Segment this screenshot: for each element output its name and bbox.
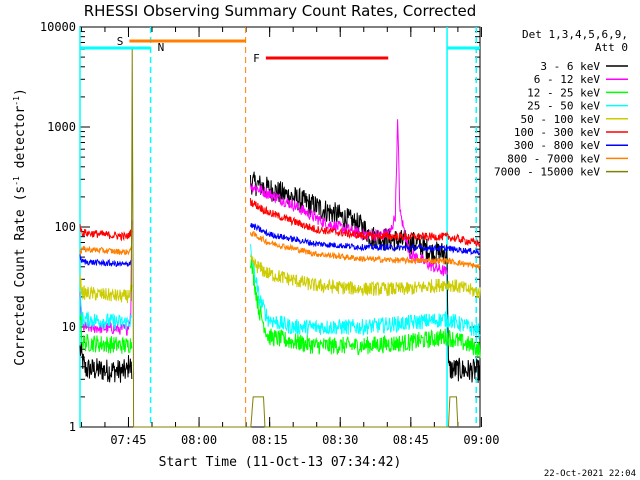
saa-label: S (117, 35, 124, 48)
legend-label: 6 - 12 keV (534, 73, 601, 86)
y-axis-label: Corrected Count Rate (s-1 detector-1) (12, 88, 28, 366)
series-line (130, 49, 459, 428)
chart-title: RHESSI Observing Summary Count Rates, Co… (84, 2, 477, 20)
series-line (79, 258, 481, 358)
y-tick-label: 10 (62, 320, 76, 334)
footer-date: 22-Oct-2021 22:04 (544, 469, 636, 479)
state-markers: S N F (79, 27, 480, 427)
legend-label: 800 - 7000 keV (507, 152, 600, 165)
x-tick-label: 09:00 (463, 433, 499, 447)
legend-label: 12 - 25 keV (527, 86, 600, 99)
series-line (79, 223, 481, 268)
y-tick-label: 100 (54, 220, 76, 234)
x-axis-label: Start Time (11-Oct-13 07:34:42) (159, 455, 402, 470)
x-tick-label: 08:00 (181, 433, 217, 447)
legend-header-line2: Att 0 (595, 41, 628, 54)
y-tick-label: 1 (69, 420, 76, 434)
flare-label: F (253, 52, 260, 65)
series-line (79, 171, 481, 383)
series-line (79, 244, 481, 340)
legend-label: 50 - 100 keV (521, 113, 601, 126)
series-line (79, 253, 481, 304)
series-line (79, 197, 481, 248)
y-tick-label: 10000 (40, 20, 76, 34)
legend-label: 300 - 800 keV (514, 139, 600, 152)
legend-label: 3 - 6 keV (540, 60, 600, 73)
x-tick-label: 08:15 (252, 433, 288, 447)
legend-header-line1: Det 1,3,4,5,6,9, (522, 28, 628, 41)
x-tick-label: 08:45 (393, 433, 429, 447)
series-line (79, 119, 448, 336)
x-tick-label: 07:45 (110, 433, 146, 447)
legend-label: 7000 - 15000 keV (494, 166, 600, 179)
legend-label: 100 - 300 keV (514, 126, 600, 139)
plot-frame (79, 26, 481, 428)
series-line (79, 231, 481, 271)
night-label: N (158, 41, 165, 54)
y-tick-label: 1000 (47, 120, 76, 134)
x-tick-label: 08:30 (322, 433, 358, 447)
legend-label: 25 - 50 keV (527, 100, 600, 113)
series-group (79, 49, 481, 428)
